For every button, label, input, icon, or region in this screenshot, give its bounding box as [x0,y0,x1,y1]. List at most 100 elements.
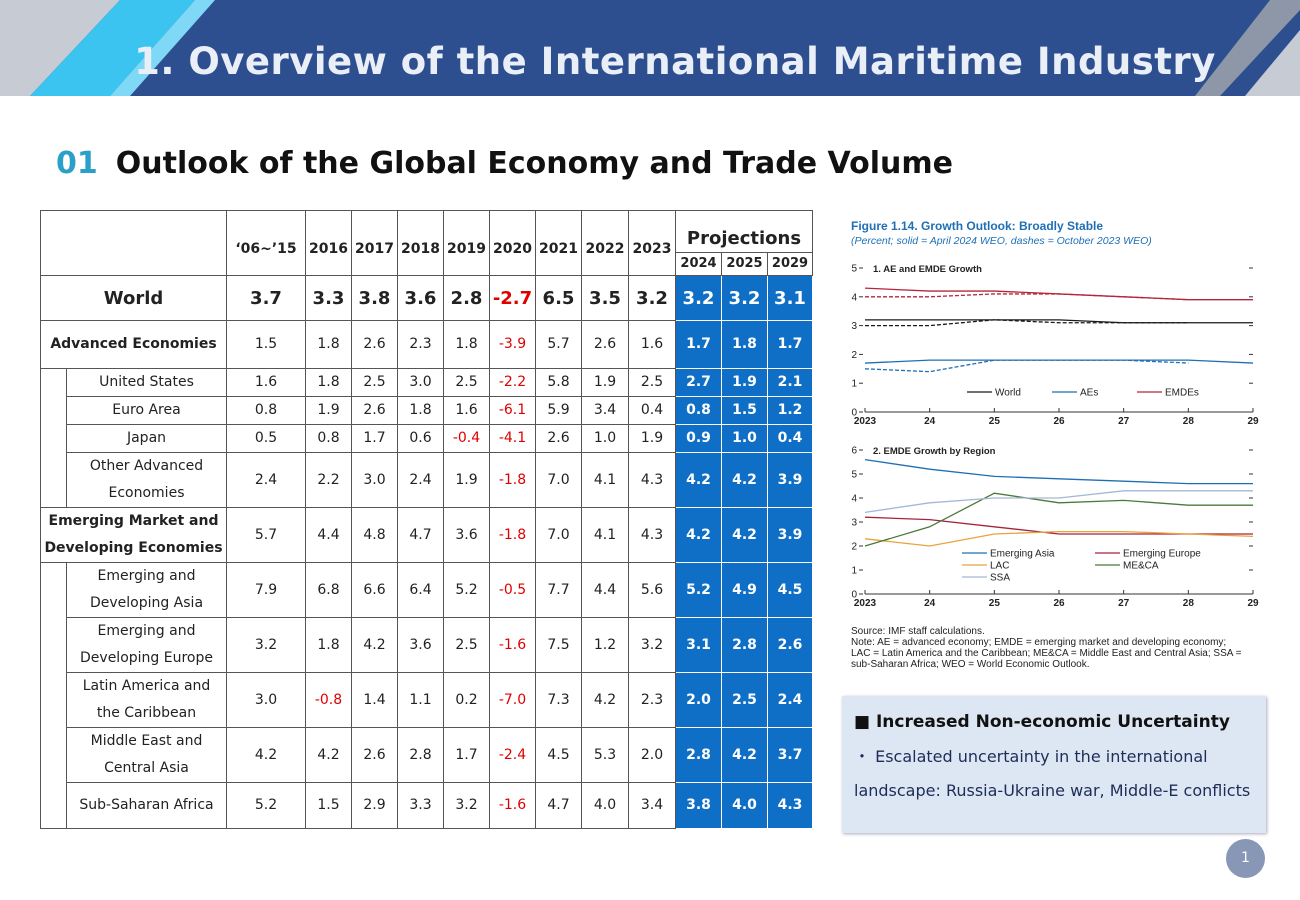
table-row: Japan 0.5 0.8 1.7 0.6 -0.4 -4.1 2.6 1.0 1.9 0.9 1.0… [41,424,813,453]
table-cell: 4.2 [721,727,768,783]
table-cell: 0.4 [767,424,813,453]
table-cell: 1.6 [443,396,490,425]
table-cell: 3.2 [443,782,490,829]
table-cell: 5.6 [628,562,676,618]
table-cell: 5.7 [535,320,582,369]
table-cell: 1.2 [767,396,813,425]
table-cell: 3.8 [675,782,722,829]
table-cell: 1.6 [628,320,676,369]
series-line [864,458,1253,485]
header-cell: 2024 [675,252,722,276]
x-tick-label: 29 [1247,416,1259,427]
row-label: Other Advanced Economies [66,452,227,508]
table-cell: -4.1 [489,424,536,453]
table-cell: 3.0 [351,452,398,508]
series-line [865,293,1189,301]
table-cell: 3.9 [767,507,813,563]
header-stripe [1195,0,1300,96]
table-cell: 2.5 [351,368,398,397]
table-cell: -2.2 [489,368,536,397]
table-cell: -1.6 [489,782,536,829]
table-cell: 7.0 [535,452,582,508]
header-bar [0,0,1300,96]
indent-cell [40,368,67,508]
table-cell: 1.4 [351,672,398,728]
header-cell: 2021 [535,210,582,276]
table-cell: 3.4 [628,782,676,829]
table-cell: 2.6 [351,320,398,369]
table-cell: 3.9 [767,452,813,508]
x-tick-label: 26 [1053,416,1065,427]
table-cell: 0.8 [226,396,306,425]
row-label: World [40,275,227,321]
table-cell: 0.5 [226,424,306,453]
row-label: United States [66,368,227,397]
y-tick-label: 0 [851,590,857,601]
header-title: 1. Overview of the International Maritim… [134,40,1216,83]
table-cell: 1.8 [305,617,352,673]
series-line [864,359,1254,364]
header-cell: 2023 [628,210,676,276]
series-line [865,319,1253,324]
table-cell: 4.2 [721,507,768,563]
table-cell: 3.2 [628,617,676,673]
table-cell: 4.2 [581,672,629,728]
table-row: Euro Area 0.8 1.9 2.6 1.8 1.6 -6.1 5.9 3.4 0.4 0.8… [41,396,813,425]
legend-label: World [995,388,1021,399]
table-cell: -2.4 [489,727,536,783]
callout-bullet: ・ Escalated uncertainty in the internati… [854,747,1251,800]
table-row: Emerging and Developing Europe 3.2 1.8 4.2 3… [41,617,813,673]
figure-source: Source: IMF staff calculations. [851,626,985,637]
table-cell: -0.5 [489,562,536,618]
table-cell: 4.9 [721,562,768,618]
table-cell: 1.9 [721,368,768,397]
table-cell: 3.1 [767,275,813,321]
table-cell: 4.4 [305,507,352,563]
row-label: Middle East and Central Asia [66,727,227,783]
table-cell: 2.0 [628,727,676,783]
header-stripe [30,0,195,96]
row-label: Emerging Market and Developing Economies [40,507,227,563]
table-cell: 1.9 [305,396,352,425]
table-cell: 4.3 [767,782,813,829]
table-cell: 7.3 [535,672,582,728]
page-number: 1 [1226,839,1265,878]
table-cell: 1.8 [305,368,352,397]
x-tick-label: 28 [1183,598,1195,609]
table-cell: -1.6 [489,617,536,673]
table-cell: 2.6 [535,424,582,453]
x-tick-label: 24 [924,598,936,609]
header-stripe [0,0,120,96]
x-tick-label: 2023 [854,598,877,609]
y-tick-label: 5 [851,264,857,275]
y-tick-label: 2 [851,350,857,361]
header-stripe [1245,30,1300,96]
header-background [0,0,1300,96]
table-cell: 2.6 [581,320,629,369]
table-row: United States 1.6 1.8 2.5 3.0 2.5 -2.2 5.8 1.9 2.… [40,368,813,508]
y-tick-label: 5 [851,470,857,481]
table-cell: 3.3 [305,275,352,321]
y-tick-label: 0 [851,408,857,419]
y-tick-label: 3 [851,518,857,529]
section-heading: 01 Outlook of the Global Economy and Trad… [56,146,953,181]
table-row: Middle East and Central Asia 4.2 4.2 2.6 2.8… [41,727,813,783]
table-cell: 2.2 [305,452,352,508]
table-cell: 3.7 [767,727,813,783]
table-cell: 4.7 [397,507,444,563]
table-cell: 1.5 [721,396,768,425]
legend-label: AEs [1080,388,1098,399]
series-line [864,359,1189,373]
table-cell: 5.7 [226,507,306,563]
series-line [864,490,1253,514]
row-label: Emerging and Developing Asia [66,562,227,618]
table-cell: 1.7 [675,320,722,369]
header-row: ‘06~’15 2016 2017 2018 2019 2020 2021 2022 2023 P… [40,210,813,276]
header-cell: 2016 [305,210,352,276]
header-cell: 2025 [721,252,768,276]
table-cell: 1.0 [721,424,768,453]
table-cell: 2.7 [675,368,722,397]
series-line [864,492,1253,547]
table-cell: 2.6 [351,727,398,783]
